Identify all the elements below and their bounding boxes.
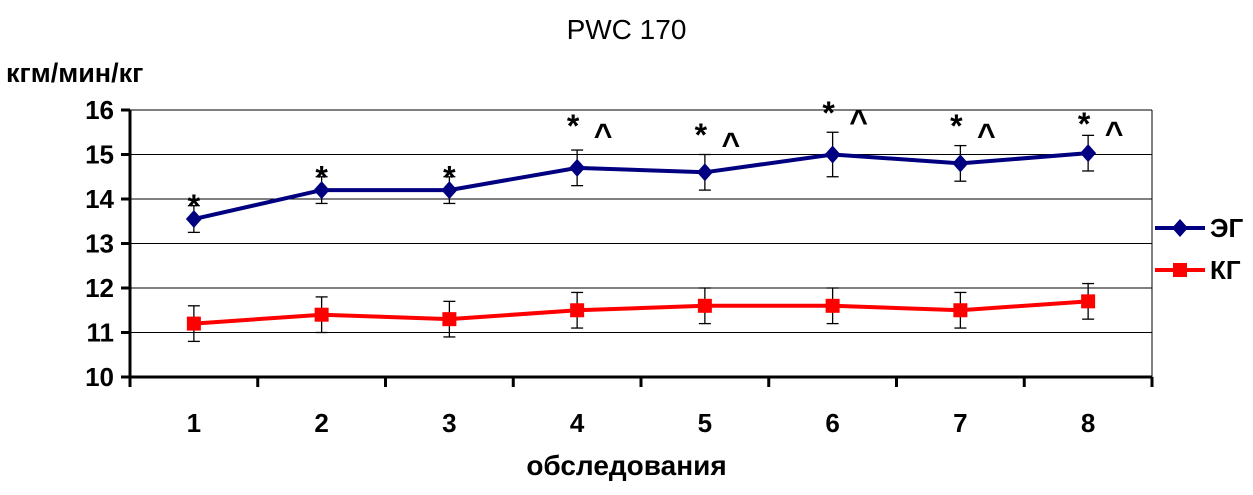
data-point-diamond bbox=[569, 158, 586, 177]
data-point-diamond bbox=[313, 181, 330, 200]
data-point-square bbox=[1081, 294, 1096, 309]
x-tick-label: 2 bbox=[314, 408, 328, 438]
series-line-1 bbox=[193, 151, 1089, 221]
data-point-diamond bbox=[824, 145, 841, 164]
data-point-diamond bbox=[696, 163, 713, 182]
significance-asterisk: * bbox=[695, 117, 708, 153]
significance-asterisk: * bbox=[950, 108, 963, 144]
significance-asterisk: * bbox=[315, 159, 328, 195]
y-axis-label: кгм/мин/кг bbox=[6, 58, 144, 88]
data-point-diamond bbox=[441, 181, 458, 200]
x-tick-label: 8 bbox=[1081, 408, 1095, 438]
y-tick-label: 16 bbox=[85, 95, 114, 125]
significance-caret: ^ bbox=[722, 126, 741, 162]
data-point-square bbox=[697, 298, 712, 313]
x-tick-label: 4 bbox=[570, 408, 585, 438]
data-point-square bbox=[314, 307, 329, 322]
data-point-diamond bbox=[952, 154, 969, 173]
x-axis-label: обследования bbox=[526, 450, 727, 481]
significance-asterisk: * bbox=[443, 159, 456, 195]
y-tick-label: 13 bbox=[85, 229, 114, 259]
x-tick-label: 7 bbox=[953, 408, 967, 438]
data-point-square bbox=[825, 298, 840, 313]
significance-asterisk: * bbox=[188, 188, 201, 224]
y-tick-label: 12 bbox=[85, 273, 114, 303]
data-point-diamond bbox=[185, 210, 202, 229]
y-tick-label: 14 bbox=[85, 184, 114, 214]
data-point-square bbox=[570, 303, 585, 318]
x-tick-label: 1 bbox=[187, 408, 201, 438]
x-tick-label: 6 bbox=[825, 408, 839, 438]
y-tick-label: 11 bbox=[87, 318, 115, 348]
data-point-square bbox=[953, 303, 968, 318]
significance-caret: ^ bbox=[1105, 115, 1124, 151]
y-tick-label: 15 bbox=[85, 140, 114, 170]
data-point-square bbox=[186, 316, 201, 331]
significance-asterisk: * bbox=[567, 108, 580, 144]
significance-caret: ^ bbox=[849, 104, 868, 140]
legend-marker-diamond bbox=[1172, 219, 1188, 237]
legend-label: КГ bbox=[1210, 255, 1241, 285]
data-point-square bbox=[442, 312, 457, 327]
legend-marker-square bbox=[1173, 263, 1187, 277]
data-point-diamond bbox=[1080, 144, 1097, 163]
x-tick-label: 5 bbox=[698, 408, 712, 438]
significance-asterisk: * bbox=[1078, 106, 1091, 142]
chart-title: PWC 170 bbox=[566, 14, 687, 45]
x-tick-label: 3 bbox=[442, 408, 456, 438]
significance-caret: ^ bbox=[594, 117, 613, 153]
y-tick-label: 10 bbox=[85, 362, 114, 392]
significance-asterisk: * bbox=[822, 95, 835, 131]
series-line-2 bbox=[193, 299, 1089, 326]
significance-caret: ^ bbox=[977, 117, 996, 153]
legend-label: ЭГ bbox=[1210, 213, 1243, 243]
